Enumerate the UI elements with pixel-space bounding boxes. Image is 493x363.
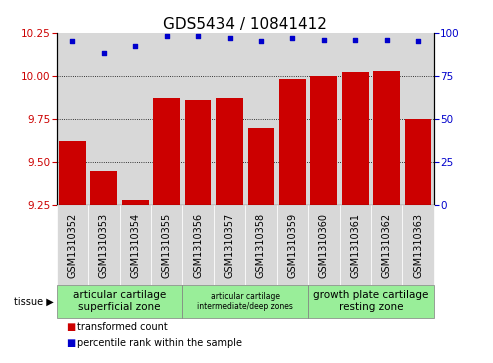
Point xyxy=(69,38,76,44)
Text: GSM1310353: GSM1310353 xyxy=(99,212,109,278)
Bar xyxy=(340,33,371,205)
Bar xyxy=(277,33,308,205)
Bar xyxy=(182,33,214,205)
Bar xyxy=(122,200,148,205)
Point xyxy=(226,35,234,41)
Bar xyxy=(247,127,274,205)
Text: transformed count: transformed count xyxy=(77,322,168,332)
Point xyxy=(100,50,108,56)
Text: GSM1310363: GSM1310363 xyxy=(413,212,423,278)
Bar xyxy=(405,119,431,205)
Point xyxy=(352,37,359,42)
Text: ■: ■ xyxy=(67,322,76,332)
Text: articular cartilage
superficial zone: articular cartilage superficial zone xyxy=(73,290,166,312)
Text: GSM1310361: GSM1310361 xyxy=(350,212,360,278)
Bar xyxy=(245,33,277,205)
Point xyxy=(194,33,202,39)
Bar xyxy=(119,33,151,205)
Title: GDS5434 / 10841412: GDS5434 / 10841412 xyxy=(163,16,327,32)
Bar xyxy=(308,33,340,205)
Bar xyxy=(279,79,306,205)
Bar xyxy=(216,98,243,205)
Bar xyxy=(311,76,337,205)
Text: GSM1310359: GSM1310359 xyxy=(287,212,297,278)
Text: articular cartilage
intermediate/deep zones: articular cartilage intermediate/deep zo… xyxy=(197,291,293,311)
Bar xyxy=(402,33,434,205)
Text: ■: ■ xyxy=(67,338,76,348)
Text: GSM1310362: GSM1310362 xyxy=(382,212,392,278)
Text: GSM1310355: GSM1310355 xyxy=(162,212,172,278)
Point xyxy=(288,35,296,41)
Text: GSM1310358: GSM1310358 xyxy=(256,212,266,278)
Bar xyxy=(88,33,119,205)
Text: GSM1310352: GSM1310352 xyxy=(68,212,77,278)
Text: tissue ▶: tissue ▶ xyxy=(14,296,54,306)
Bar xyxy=(373,71,400,205)
Point xyxy=(383,37,390,42)
Text: growth plate cartilage
resting zone: growth plate cartilage resting zone xyxy=(313,290,429,312)
Bar xyxy=(59,141,86,205)
Bar xyxy=(342,72,369,205)
Text: GSM1310357: GSM1310357 xyxy=(224,212,235,278)
Bar xyxy=(153,98,180,205)
Point xyxy=(131,44,139,49)
Bar xyxy=(151,33,182,205)
Point xyxy=(414,38,422,44)
Bar xyxy=(371,33,402,205)
Bar xyxy=(185,100,211,205)
Bar xyxy=(57,33,88,205)
Text: percentile rank within the sample: percentile rank within the sample xyxy=(77,338,243,348)
Point xyxy=(257,38,265,44)
Text: GSM1310356: GSM1310356 xyxy=(193,212,203,278)
Bar xyxy=(214,33,246,205)
Text: GSM1310354: GSM1310354 xyxy=(130,212,141,278)
Bar xyxy=(91,171,117,205)
Point xyxy=(320,37,328,42)
Text: GSM1310360: GSM1310360 xyxy=(319,212,329,278)
Point xyxy=(163,33,171,39)
